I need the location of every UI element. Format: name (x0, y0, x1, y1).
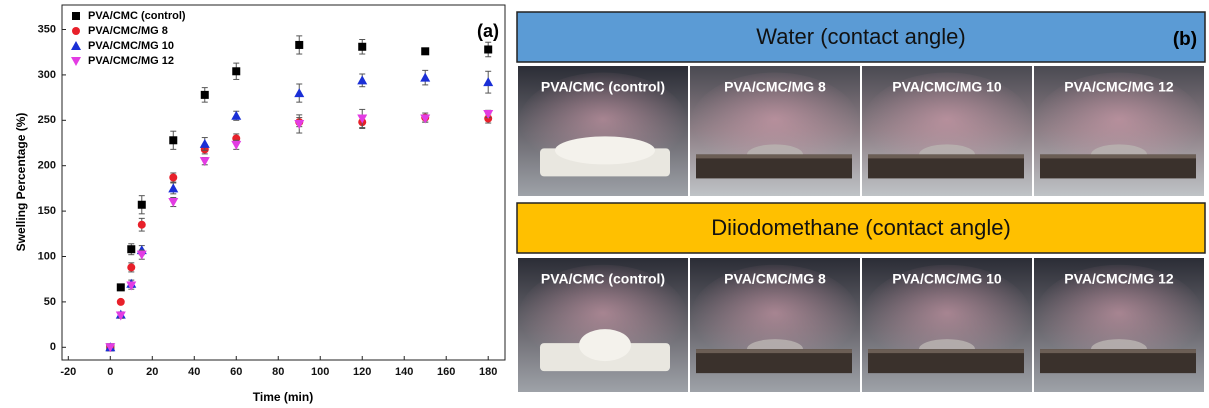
sample-label: PVA/CMC/MG 8 (724, 79, 826, 95)
marker (358, 43, 366, 51)
marker (483, 77, 493, 86)
legend-label: PVA/CMC/MG 8 (88, 25, 168, 37)
marker (127, 263, 135, 271)
marker (232, 67, 240, 75)
sample-photo: PVA/CMC/MG 12 (1034, 66, 1204, 196)
y-axis-label: Swelling Percentage (%) (14, 113, 28, 252)
x-tick-label: 60 (230, 366, 242, 378)
x-tick-label: 160 (437, 366, 455, 378)
sample-photo: PVA/CMC/MG 12 (1034, 258, 1204, 392)
film-top (1040, 349, 1196, 353)
film-top (696, 154, 852, 158)
sample-label: PVA/CMC/MG 10 (892, 271, 1002, 287)
droplet (579, 329, 631, 361)
marker (169, 174, 177, 182)
sample-photo: PVA/CMC/MG 8 (690, 258, 860, 392)
x-tick-label: 20 (146, 366, 158, 378)
x-tick-label: 80 (272, 366, 284, 378)
marker (138, 221, 146, 229)
marker (231, 111, 241, 120)
section-title: Water (contact angle) (756, 24, 966, 49)
y-tick-label: 350 (38, 23, 56, 35)
y-tick-label: 300 (38, 69, 56, 81)
marker (357, 75, 367, 84)
sample-photo: PVA/CMC (control) (518, 258, 688, 392)
marker (295, 41, 303, 49)
sample-label: PVA/CMC/MG 12 (1064, 79, 1174, 95)
marker (231, 141, 241, 150)
droplet (555, 136, 655, 164)
x-tick-label: 40 (188, 366, 200, 378)
y-tick-label: 50 (44, 296, 56, 308)
x-tick-label: 0 (107, 366, 113, 378)
sample-photo: PVA/CMC/MG 10 (862, 258, 1032, 392)
marker (137, 251, 147, 260)
x-tick-label: 140 (395, 366, 413, 378)
sample-label: PVA/CMC/MG 8 (724, 271, 826, 287)
x-tick-label: 100 (311, 366, 329, 378)
panel-label: (a) (477, 21, 499, 41)
panel-label: (b) (1173, 29, 1197, 50)
marker (421, 47, 429, 55)
legend-label: PVA/CMC/MG 12 (88, 55, 174, 67)
marker (484, 45, 492, 53)
marker (127, 245, 135, 253)
marker (200, 157, 210, 166)
x-tick-label: 180 (479, 366, 497, 378)
marker (294, 120, 304, 129)
x-tick-label: -20 (60, 366, 76, 378)
marker (294, 88, 304, 97)
marker (117, 283, 125, 291)
x-tick-label: 120 (353, 366, 371, 378)
marker (200, 139, 210, 148)
sample-photo: PVA/CMC/MG 8 (690, 66, 860, 196)
film-top (868, 154, 1024, 158)
y-tick-label: 0 (50, 341, 56, 353)
legend-marker (71, 57, 81, 66)
marker (169, 136, 177, 144)
marker (201, 91, 209, 99)
film-top (696, 349, 852, 353)
y-tick-label: 200 (38, 160, 56, 172)
y-tick-label: 150 (38, 205, 56, 217)
sample-photo: PVA/CMC (control) (518, 66, 688, 196)
sample-photo: PVA/CMC/MG 10 (862, 66, 1032, 196)
film-top (868, 349, 1024, 353)
section-title: Diiodomethane (contact angle) (711, 215, 1011, 240)
legend-label: PVA/CMC/MG 10 (88, 40, 174, 52)
marker (117, 298, 125, 306)
sample-label: PVA/CMC (control) (541, 79, 665, 95)
legend-marker (72, 12, 80, 20)
x-axis-label: Time (min) (253, 390, 313, 404)
y-tick-label: 100 (38, 250, 56, 262)
legend-marker (72, 27, 80, 35)
film-top (1040, 154, 1196, 158)
legend-marker (71, 41, 81, 50)
marker (168, 183, 178, 192)
marker (138, 201, 146, 209)
sample-label: PVA/CMC/MG 12 (1064, 271, 1174, 287)
y-tick-label: 250 (38, 114, 56, 126)
legend-label: PVA/CMC (control) (88, 10, 186, 22)
sample-label: PVA/CMC (control) (541, 271, 665, 287)
sample-label: PVA/CMC/MG 10 (892, 79, 1002, 95)
figure: Swelling Percentage (%) Time (min) (a) -… (0, 0, 1209, 408)
marker (168, 198, 178, 207)
marker (420, 73, 430, 82)
